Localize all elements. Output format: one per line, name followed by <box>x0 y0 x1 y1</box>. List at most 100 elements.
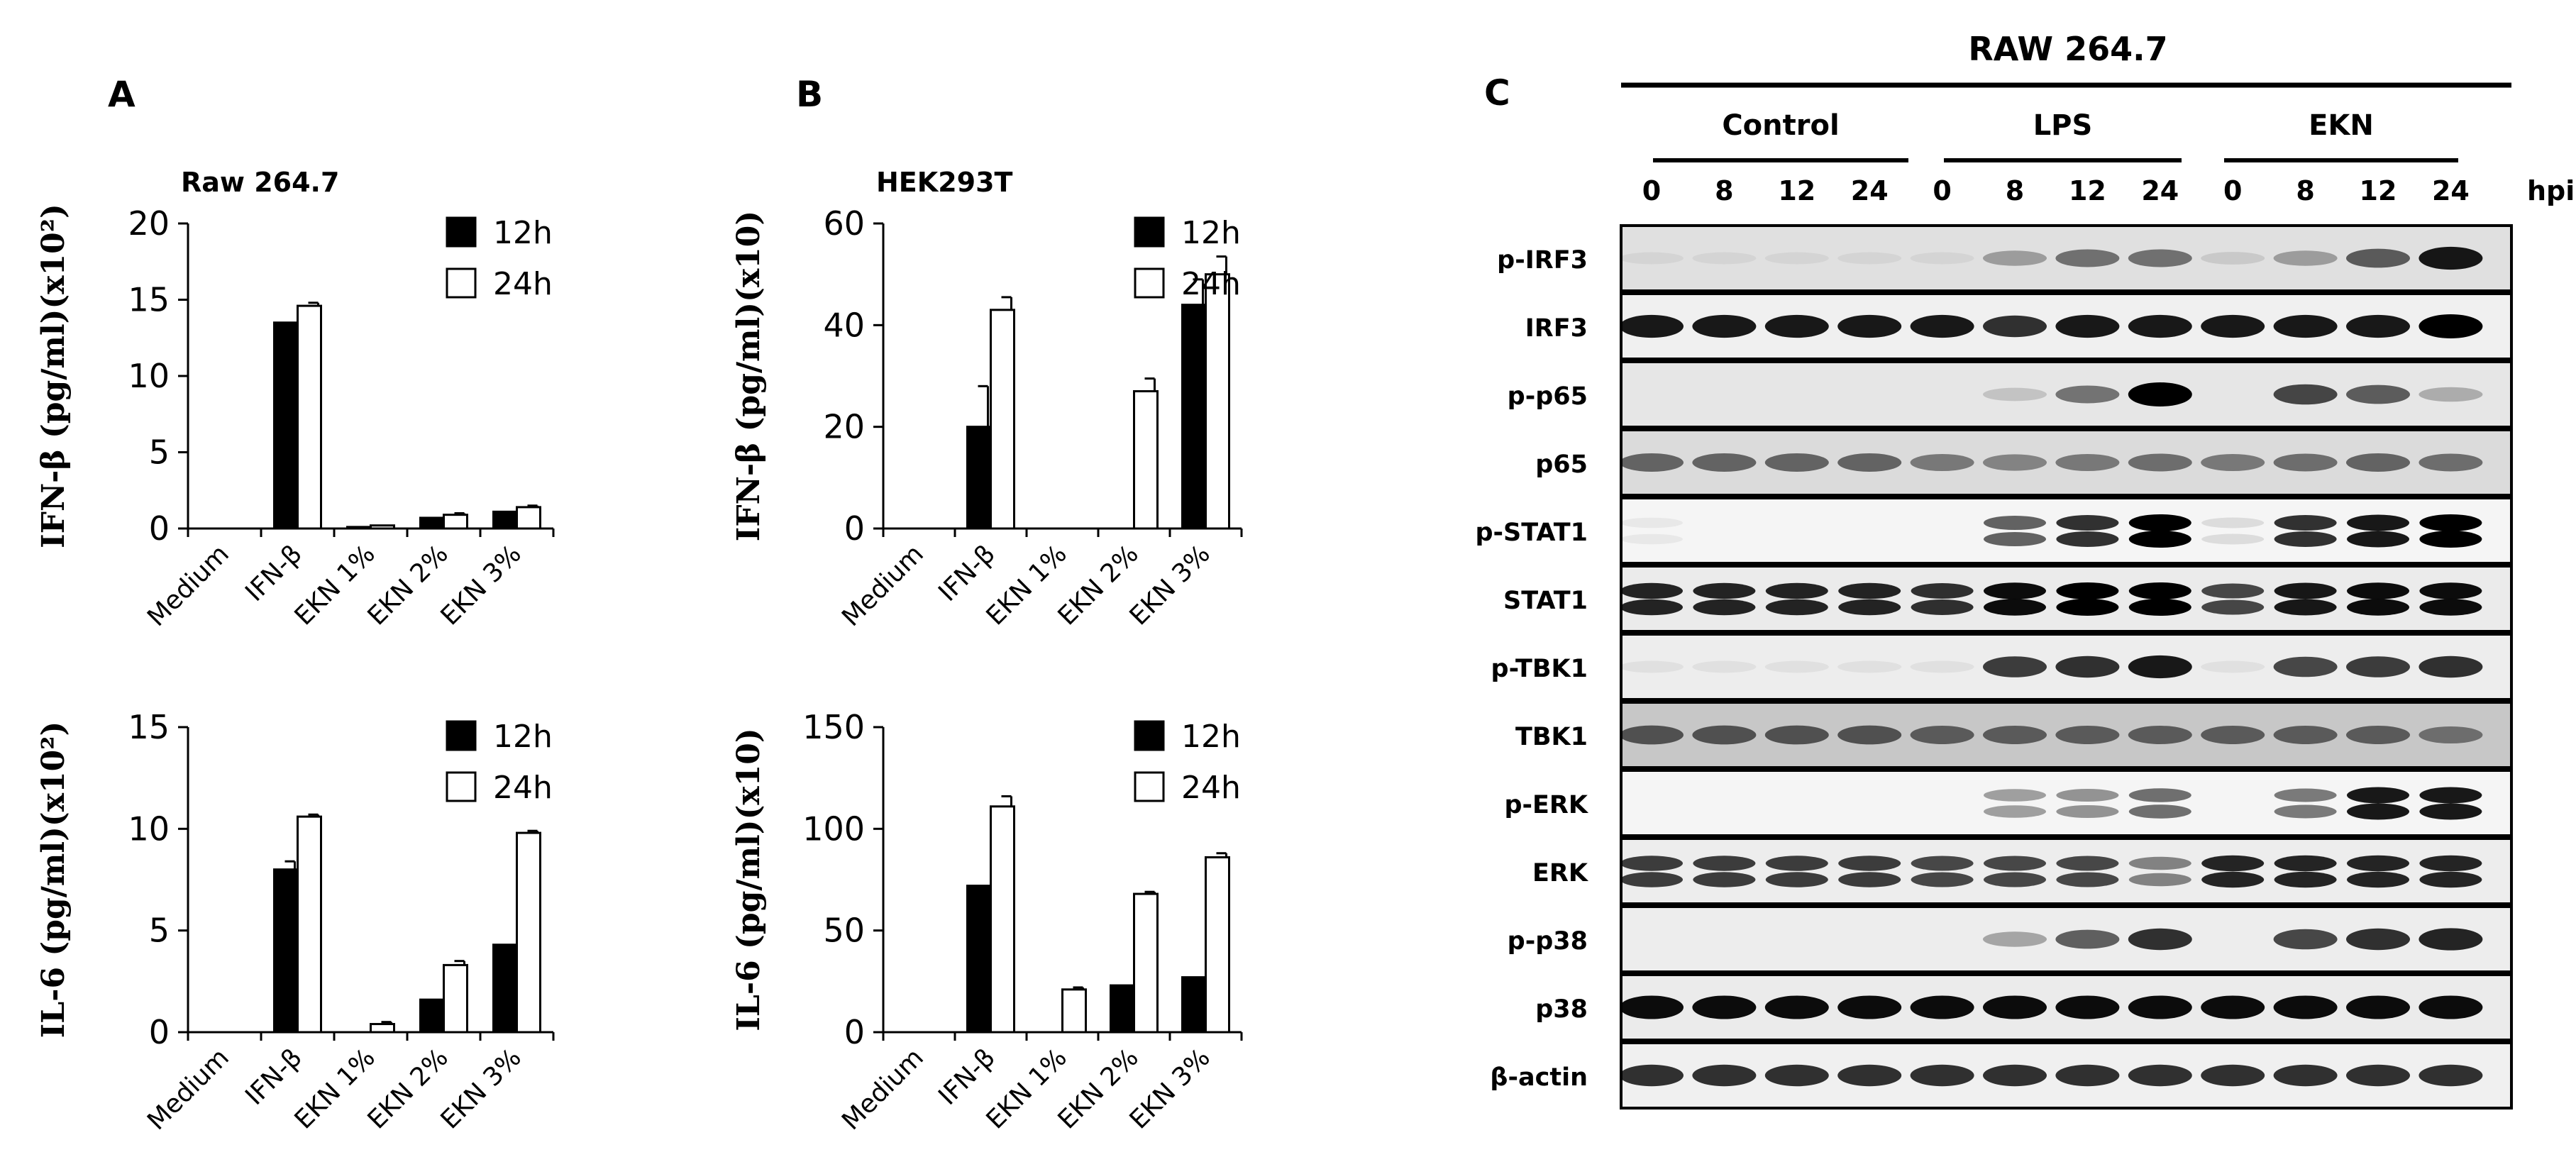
blot-row: p65 <box>1535 428 2513 497</box>
blot-band <box>1620 995 1684 1019</box>
blot-band <box>2274 582 2337 599</box>
y-tick-label: 20 <box>823 408 865 446</box>
blot-band <box>1837 314 1902 338</box>
blot-row-label: p-TBK1 <box>1491 655 1588 683</box>
legend-label: 12h <box>1181 719 1241 755</box>
blot-band <box>1692 725 1757 745</box>
blot-row: p-p65 <box>1508 360 2513 428</box>
blot-band <box>2346 314 2410 338</box>
blot-band <box>2346 453 2410 472</box>
blot-band <box>1693 582 1756 599</box>
blot-band <box>2201 995 2265 1019</box>
category-label: EKN 2% <box>363 1043 454 1134</box>
blot-title: RAW 264.7 <box>1968 30 2167 68</box>
legend-swatch-24h <box>1134 771 1165 802</box>
blot-band <box>2419 928 2483 951</box>
blot-band <box>2201 871 2265 888</box>
y-tick-label: 5 <box>149 433 170 472</box>
blot-band <box>2201 517 2265 529</box>
blot-band <box>1764 252 1829 265</box>
blot-band <box>2056 582 2119 599</box>
timepoint-label: 0 <box>1933 175 1951 206</box>
bar-12h <box>273 868 299 1034</box>
y-tick-label: 150 <box>802 708 865 746</box>
blot-band <box>1910 453 1974 472</box>
blot-row-label: β-actin <box>1490 1063 1588 1092</box>
y-tick-label: 20 <box>128 204 170 243</box>
blot-band <box>2346 726 2410 744</box>
group-label-lps: LPS <box>2033 109 2093 142</box>
blot-band <box>1911 599 1974 615</box>
y-tick-label: 60 <box>823 204 865 243</box>
blot-band <box>2346 248 2410 268</box>
blot-band <box>1620 582 1683 599</box>
bar-charts: Raw 264.7 0 5 10 15 20 IFN-β (pg/ml)(x10²) Medi… <box>35 167 1243 1136</box>
blot-band <box>2055 249 2120 267</box>
bar-24h <box>370 1023 395 1034</box>
blot-band <box>2346 1064 2410 1087</box>
blot-band <box>2128 804 2191 819</box>
blot-row: p-ERK <box>1504 769 2513 837</box>
blot-row-label: p-IRF3 <box>1497 246 1588 275</box>
blot-band <box>2055 929 2120 949</box>
blot-band <box>1984 856 2046 871</box>
blot-band <box>2419 803 2482 820</box>
blot-row: p-STAT1 <box>1475 497 2513 565</box>
blot-band <box>1620 252 1684 265</box>
blot-band <box>2056 856 2119 871</box>
blot-row-label: p-ERK <box>1504 791 1588 819</box>
blot-row: p38 <box>1535 973 2513 1041</box>
blot-row: ERK <box>1532 837 2513 905</box>
panel-label-a: A <box>108 74 136 115</box>
y-axis-label: IFN-β (pg/ml)(x10²) <box>35 204 72 548</box>
blot-band <box>2347 855 2409 872</box>
blot-band <box>2056 531 2119 547</box>
blot-band <box>2128 382 2192 406</box>
blot-band <box>1983 931 2047 947</box>
blot-band <box>1983 387 2047 402</box>
blot-band <box>2273 384 2338 405</box>
blot-band <box>2346 995 2410 1019</box>
legend-label: 24h <box>493 266 553 302</box>
bar-12h <box>966 885 992 1034</box>
blot-band <box>1764 1064 1829 1087</box>
y-tick-label: 50 <box>823 912 865 950</box>
blot-band <box>2274 515 2337 531</box>
blot-band <box>2419 1064 2483 1087</box>
blot-band <box>1765 582 1828 599</box>
blot-band <box>1620 517 1683 529</box>
y-tick-label: 100 <box>802 809 865 848</box>
blot-band <box>1692 453 1757 472</box>
bar-24h <box>516 506 541 530</box>
timepoint-label: 12 <box>1778 175 1815 206</box>
blot-row-label: TBK1 <box>1515 723 1588 751</box>
blot-band <box>1911 583 1974 599</box>
y-axis-label: IL-6 (pg/ml)(x10²) <box>35 721 72 1039</box>
category-label: Medium <box>836 1043 929 1136</box>
timepoint-label: 0 <box>2223 175 2242 206</box>
blot-band <box>2274 788 2337 802</box>
blot-band <box>1620 533 1683 545</box>
y-tick-label: 0 <box>149 1013 170 1051</box>
blot-band <box>2346 384 2410 404</box>
blot-band <box>2347 803 2409 820</box>
bar-12h <box>1181 976 1207 1034</box>
blot-band <box>1764 995 1829 1019</box>
blot-row: p-TBK1 <box>1491 633 2513 701</box>
blot-band <box>2419 871 2482 888</box>
blot-band <box>2128 873 2191 887</box>
bar-12h <box>966 426 992 530</box>
blot-band <box>1983 315 2047 338</box>
blot-band <box>2273 656 2338 677</box>
blot-band <box>2274 855 2337 872</box>
blot-band <box>2128 599 2191 616</box>
bar-24h <box>443 514 468 530</box>
blot-band <box>1911 856 1974 871</box>
timepoint-label: 8 <box>2006 175 2024 206</box>
blot-band <box>2347 531 2409 548</box>
blot-band <box>2347 871 2409 888</box>
bar-24h <box>370 524 395 530</box>
blot-band <box>1692 1064 1757 1087</box>
blot-band <box>2055 1064 2120 1087</box>
blot-band <box>2419 726 2483 744</box>
